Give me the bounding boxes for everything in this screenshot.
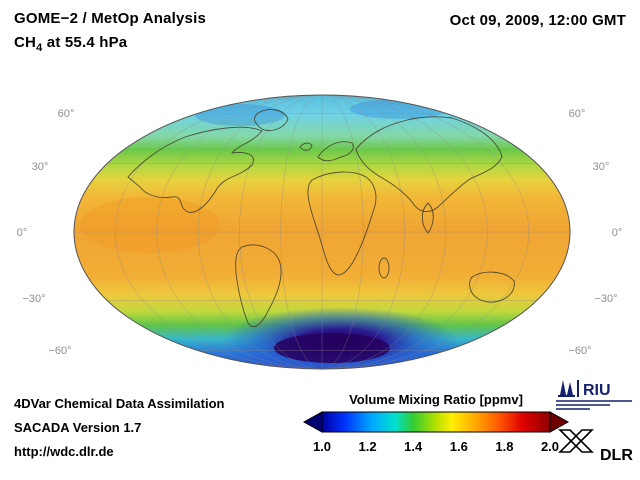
lat-label-right-0: 0° (612, 227, 623, 239)
legend-title: Volume Mixing Ratio [ppmv] (349, 392, 523, 407)
footer-line-assimilation: 4DVar Chemical Data Assimilation (14, 396, 225, 411)
asia-outline (355, 116, 503, 213)
africa-outline (307, 171, 377, 276)
colorbar-gradient (321, 411, 551, 433)
lat-label-left-30: 30° (32, 161, 49, 173)
tick-2.0: 2.0 (541, 439, 559, 454)
lat-label-left-0: 0° (17, 227, 28, 239)
subtitle-level: at 55.4 hPa (42, 34, 128, 51)
india-outline (421, 202, 434, 234)
madagascar-outline (378, 257, 390, 279)
north-america-outline (127, 126, 263, 213)
tick-1.4: 1.4 (404, 439, 423, 454)
header-titles: GOME−2 / MetOp Analysis CH4 at 55.4 hPa (14, 10, 206, 54)
colorbar-left-arrow (302, 411, 323, 433)
tick-1.0: 1.0 (313, 439, 331, 454)
colorbar-right-arrow (549, 411, 570, 433)
timestamp: Oct 09, 2009, 12:00 GMT (449, 12, 626, 29)
latitude-labels: 60° 30° 0° −30° −60° 60° 30° 0° −30° −60… (17, 108, 623, 357)
rhine-waves-icon (556, 400, 632, 410)
colorbar: 1.0 1.2 1.4 1.6 1.8 2.0 (302, 411, 570, 454)
lat-label-right-m30: −30° (594, 293, 617, 305)
lat-label-right-60: 60° (569, 108, 586, 120)
greenland-outline (254, 109, 289, 131)
dlr-emblem-icon (558, 429, 594, 453)
world-map: 60° 30° 0° −30° −60° 60° 30° 0° −30° −60… (17, 94, 623, 370)
legend: Volume Mixing Ratio [ppmv] 1.0 1.2 1 (300, 392, 572, 462)
australia-outline (469, 271, 515, 303)
lat-label-left-m60: −60° (48, 345, 71, 357)
footer-line-version: SACADA Version 1.7 (14, 420, 142, 435)
tick-1.2: 1.2 (359, 439, 377, 454)
lat-label-right-m60: −60° (568, 345, 591, 357)
tick-1.6: 1.6 (450, 439, 468, 454)
lat-label-left-60: 60° (58, 108, 75, 120)
riu-logo-text: RIU (583, 382, 611, 399)
dlr-logo: DLR (556, 416, 636, 471)
continent-outlines (127, 109, 515, 327)
page-subtitle: CH4 at 55.4 hPa (14, 34, 206, 54)
footer-line-url: http://wdc.dlr.de (14, 444, 114, 459)
south-america-outline (235, 244, 282, 327)
europe-outline (317, 141, 354, 162)
cathedral-icon (558, 380, 575, 397)
globe-outline (73, 94, 571, 370)
page-title: GOME−2 / MetOp Analysis (14, 10, 207, 27)
lat-label-left-m30: −30° (22, 293, 45, 305)
subtitle-molecule: CH (14, 34, 37, 51)
tick-1.8: 1.8 (495, 439, 513, 454)
lat-label-right-30: 30° (593, 161, 610, 173)
riu-logo: RIU (552, 378, 636, 419)
subtitle-molecule-subscript: 4 (36, 42, 43, 54)
british-isles-outline (299, 142, 313, 151)
dlr-logo-text: DLR (600, 447, 633, 464)
colorbar-ticks: 1.0 1.2 1.4 1.6 1.8 2.0 (313, 439, 559, 454)
